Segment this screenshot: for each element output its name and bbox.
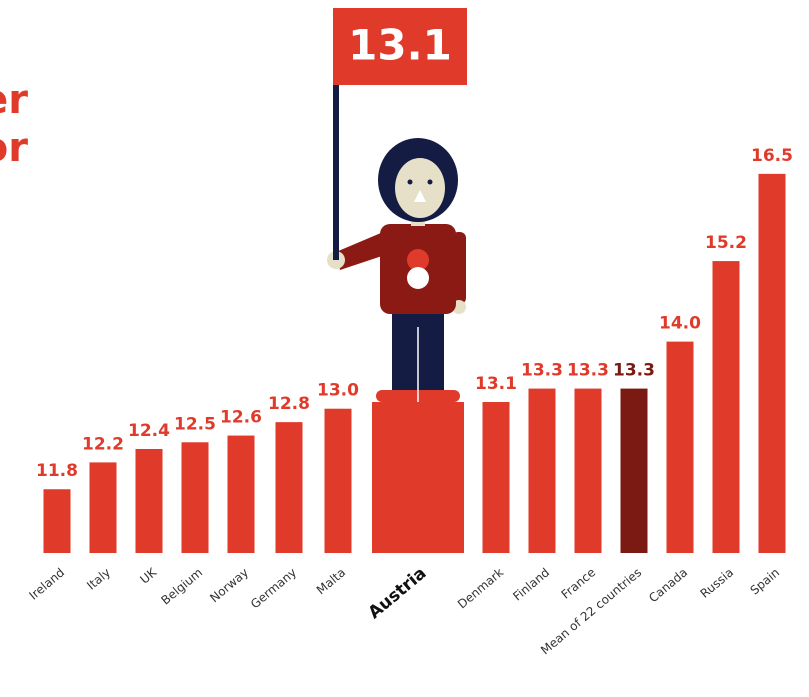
x-tick-label: Finland xyxy=(510,565,552,603)
value-label: 13.3 xyxy=(567,361,609,381)
pedestal xyxy=(372,402,464,553)
dot-red xyxy=(407,249,429,272)
value-label: 15.2 xyxy=(705,233,747,253)
value-label: 13.0 xyxy=(317,381,359,401)
x-tick-label: France xyxy=(559,565,599,601)
face xyxy=(395,158,445,219)
bar xyxy=(482,402,510,553)
person xyxy=(327,138,466,403)
raised-arm xyxy=(336,230,388,271)
nose xyxy=(414,190,426,203)
x-tick-label: Germany xyxy=(248,565,299,611)
bar xyxy=(574,388,602,553)
x-tick-label: Spain xyxy=(747,565,782,597)
x-tick-label-featured: Austria xyxy=(365,563,431,623)
x-tick-label: Malta xyxy=(314,565,348,597)
value-label: 12.2 xyxy=(82,434,124,454)
value-label: 14.0 xyxy=(659,314,701,334)
x-tick-label: Belgium xyxy=(158,565,205,607)
flag-value: 13.1 xyxy=(348,21,452,70)
value-label: 11.8 xyxy=(36,461,78,481)
bar xyxy=(324,408,352,553)
bar xyxy=(528,388,556,553)
bar xyxy=(89,462,117,553)
bar xyxy=(620,388,648,553)
title-line: er xyxy=(0,77,28,123)
bar xyxy=(712,261,740,553)
value-label: 12.5 xyxy=(174,414,216,434)
title-line: or xyxy=(0,125,28,171)
bar xyxy=(43,489,71,553)
value-label: 13.1 xyxy=(475,374,517,394)
value-label: 13.3 xyxy=(521,361,563,381)
bar xyxy=(275,422,303,553)
x-tick-label: Russia xyxy=(698,565,737,601)
dot-white xyxy=(407,267,429,290)
value-label: 16.5 xyxy=(751,146,793,166)
x-tick-label: Denmark xyxy=(455,565,506,611)
bar xyxy=(181,442,209,553)
bar xyxy=(758,173,786,554)
flag xyxy=(333,8,467,85)
x-tick-label: UK xyxy=(137,565,160,587)
value-label: 12.6 xyxy=(220,408,262,428)
x-tick-label: Ireland xyxy=(26,565,67,602)
value-label: 12.8 xyxy=(268,394,310,414)
x-tick-label: Italy xyxy=(84,565,113,592)
value-label: 12.4 xyxy=(128,421,170,441)
eye xyxy=(427,179,433,185)
bar xyxy=(227,435,255,553)
x-tick-label: Canada xyxy=(646,565,690,605)
x-tick-label: Norway xyxy=(207,565,251,605)
bar xyxy=(666,341,694,553)
value-label: 13.3 xyxy=(613,361,655,381)
eye xyxy=(407,179,413,185)
bar xyxy=(135,448,163,553)
